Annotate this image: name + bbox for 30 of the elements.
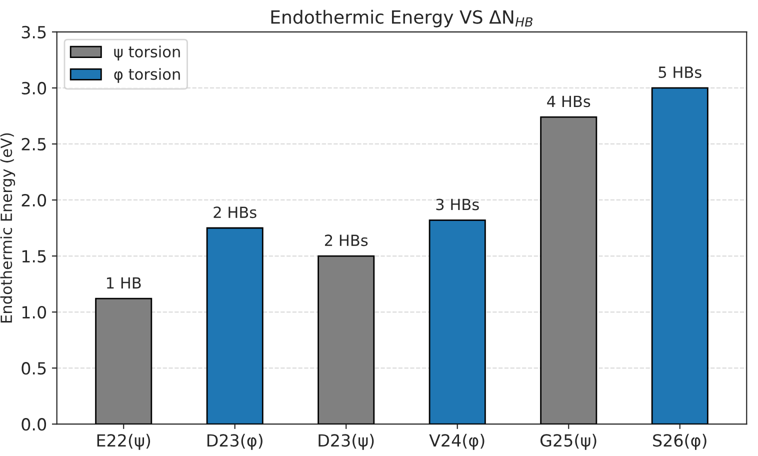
bar xyxy=(206,227,264,424)
x-tick-label: S26(φ) xyxy=(653,434,706,450)
bar xyxy=(318,255,375,424)
bar xyxy=(540,116,598,424)
annotation: 3 HBs xyxy=(436,198,479,210)
y-tick-label: 3.0 xyxy=(22,82,46,95)
x-tick-label: D23(φ) xyxy=(207,434,262,450)
y-tick-label: 1.0 xyxy=(22,306,46,319)
bar xyxy=(95,298,152,424)
annotation: 2 HBs xyxy=(214,206,256,218)
y-tick-label: 3.5 xyxy=(22,26,46,38)
annotation: 4 HBs xyxy=(547,96,590,108)
legend-label: ψ torsion xyxy=(114,46,180,60)
x-tick-label: V24(φ) xyxy=(429,434,484,450)
bar xyxy=(428,219,486,424)
y-tick-label: 0.0 xyxy=(22,418,46,431)
y-tick-label: 0.5 xyxy=(22,362,46,375)
y-tick-label: 2.5 xyxy=(22,138,46,151)
y-axis-title: Endothermic Energy (eV) xyxy=(0,133,16,322)
y-tick-label: 2.0 xyxy=(22,194,46,207)
legend-label: φ torsion xyxy=(114,68,180,83)
x-tick-label: E22(ψ) xyxy=(97,434,150,450)
x-tick-label: G25(ψ) xyxy=(540,434,596,450)
x-tick-label: D23(ψ) xyxy=(318,434,374,450)
annotation: 1 HB xyxy=(107,277,141,288)
annotation: 2 HBs xyxy=(324,234,368,246)
bar xyxy=(651,87,708,424)
y-tick-label: 1.5 xyxy=(22,250,46,263)
annotation: 5 HBs xyxy=(658,66,702,78)
chart-title: Endothermic Energy VS ΔN$_{HB}$ xyxy=(271,10,533,28)
